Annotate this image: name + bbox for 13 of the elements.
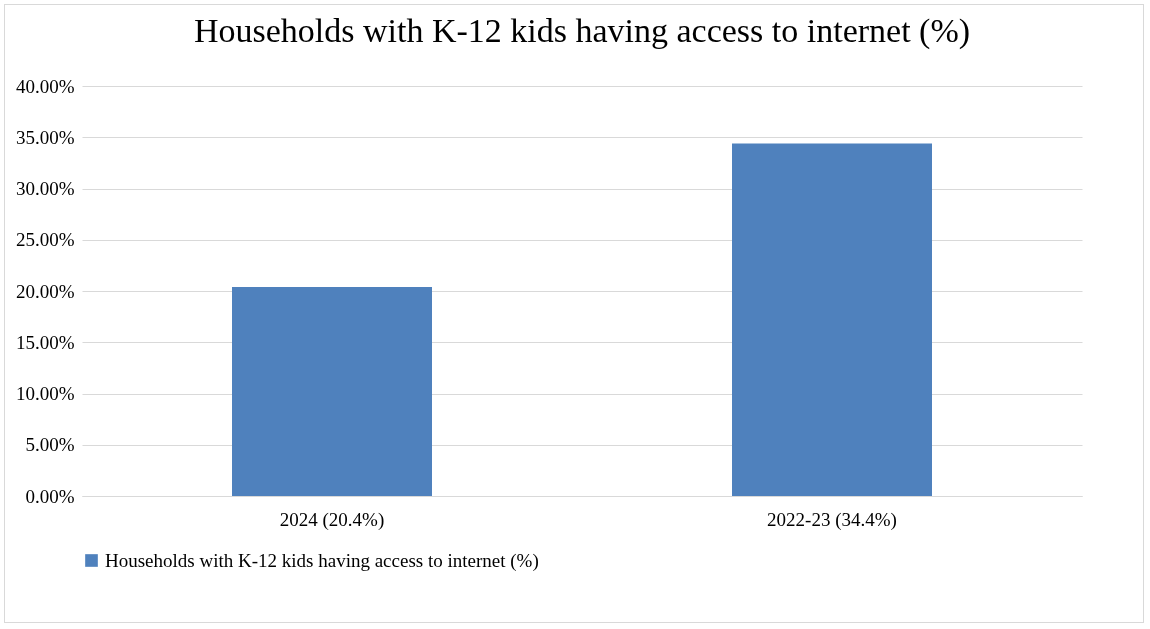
y-tick-label: 5.00% <box>25 434 75 456</box>
y-tick-label: 35.00% <box>15 126 75 148</box>
y-tick-label: 0.00% <box>25 485 75 507</box>
y-tick-label: 30.00% <box>15 178 75 199</box>
legend-label: Households with K-12 kids having access to internet (%) <box>105 549 539 572</box>
y-tick-label: 40.00% <box>15 75 75 97</box>
y-tick-label: 10.00% <box>15 383 75 404</box>
y-tick-label: 25.00% <box>15 229 75 251</box>
chart-title: Households with K-12 kids having access to internet (%) <box>193 12 971 50</box>
x-tick-label: 2022-23 (34.4%) <box>767 508 897 531</box>
y-tick-label: 20.00% <box>15 280 75 302</box>
x-tick-label: 2024 (20.4%) <box>279 508 385 531</box>
y-tick-label: 15.00% <box>15 331 75 353</box>
